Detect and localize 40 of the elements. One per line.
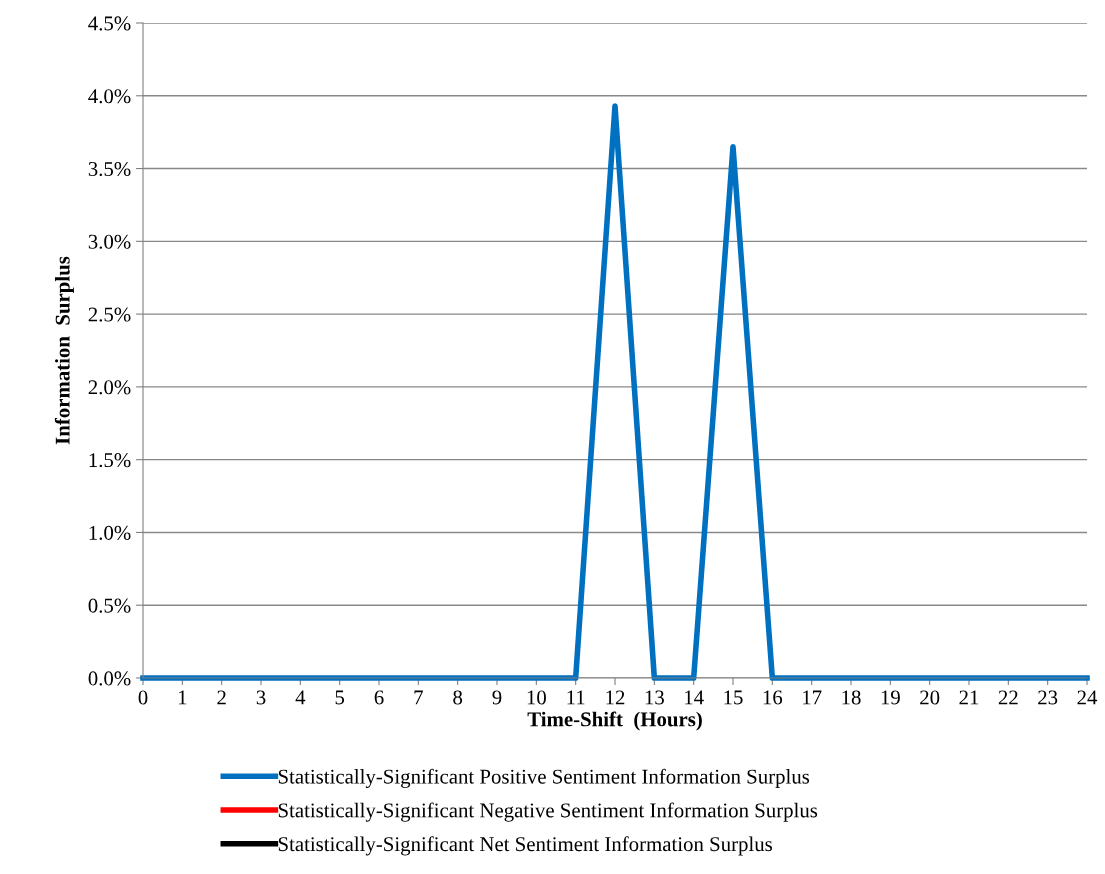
y-tick-label: 1.5% bbox=[89, 453, 131, 468]
y-tick-label: 4.0% bbox=[88, 89, 131, 104]
legend-label: Statistically-Significant Negative Sentiment Information Surplus bbox=[278, 802, 818, 822]
x-tick-label: 24 bbox=[1077, 690, 1098, 705]
y-tick-label: 0.0% bbox=[88, 671, 131, 686]
x-tick-label: 12 bbox=[606, 690, 625, 705]
y-tick-label: 2.5% bbox=[88, 307, 131, 322]
x-tick-label: 15 bbox=[724, 690, 743, 705]
x-tick-label: 7 bbox=[414, 690, 423, 705]
x-tick-label: 1 bbox=[178, 690, 187, 705]
y-axis-title: Information Surplus bbox=[54, 256, 74, 445]
y-tick-label: 3.0% bbox=[88, 234, 131, 249]
x-tick-label: 23 bbox=[1038, 690, 1058, 705]
legend-label: Statistically-Significant Positive Sentiment Information Surplus bbox=[278, 768, 810, 788]
x-tick-label: 16 bbox=[763, 690, 783, 705]
x-tick-label: 14 bbox=[685, 690, 704, 705]
x-tick-label: 6 bbox=[374, 690, 384, 705]
y-tick-label: 4.5% bbox=[88, 16, 131, 31]
x-tick-label: 10 bbox=[527, 690, 546, 705]
x-tick-label: 19 bbox=[881, 690, 900, 705]
x-tick-label: 8 bbox=[453, 690, 463, 705]
x-tick-label: 11 bbox=[567, 690, 585, 705]
y-tick-label: 3.5% bbox=[88, 161, 131, 177]
x-tick-label: 9 bbox=[492, 690, 502, 705]
legend-label: Statistically-Significant Net Sentiment Information Surplus bbox=[278, 836, 773, 856]
x-tick-label: 5 bbox=[335, 690, 345, 705]
x-tick-label: 13 bbox=[645, 690, 664, 705]
x-tick-label: 21 bbox=[959, 690, 979, 705]
x-axis-title: Time-Shift (Hours) bbox=[527, 711, 702, 731]
y-tick-label: 2.0% bbox=[88, 380, 131, 395]
y-tick-label: 1.0% bbox=[89, 525, 131, 540]
x-tick-label: 3 bbox=[256, 690, 266, 705]
x-tick-label: 20 bbox=[920, 690, 940, 705]
x-tick-label: 4 bbox=[295, 690, 306, 705]
x-tick-label: 0 bbox=[138, 690, 148, 705]
x-tick-label: 17 bbox=[803, 690, 822, 705]
x-tick-label: 22 bbox=[998, 690, 1018, 705]
x-tick-label: 18 bbox=[842, 690, 861, 705]
x-tick-label: 2 bbox=[217, 690, 226, 705]
y-tick-label: 0.5% bbox=[88, 598, 131, 613]
